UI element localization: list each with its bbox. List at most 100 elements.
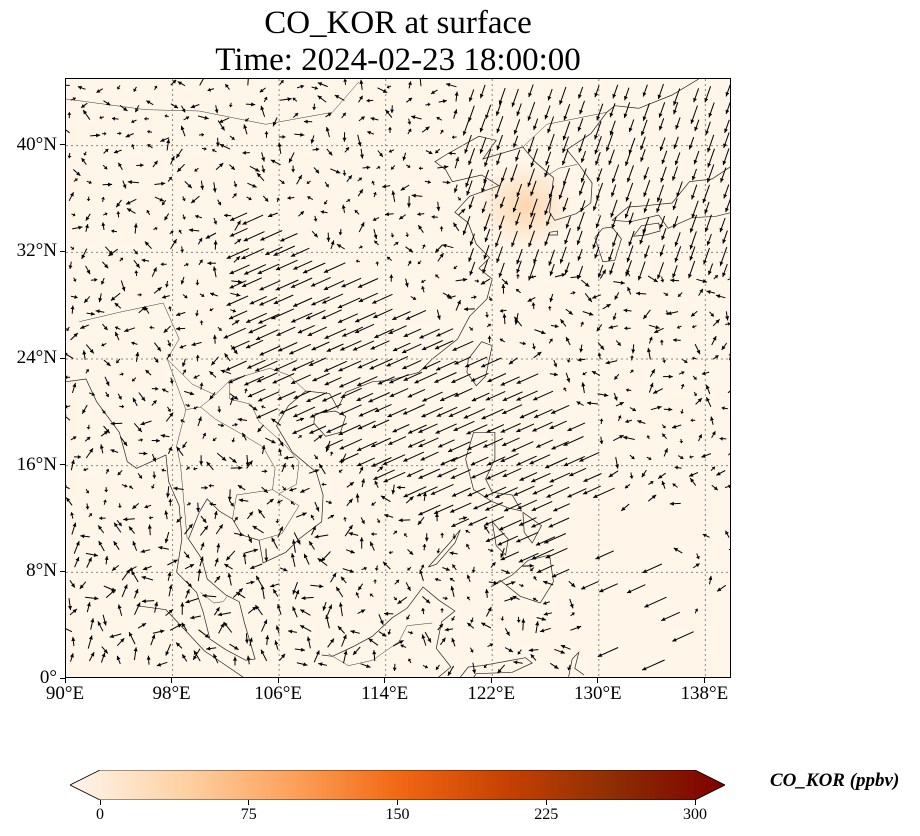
- colorbar-tick-label: 225: [534, 806, 559, 823]
- wind-arrow-head: [623, 435, 628, 440]
- wind-arrow-head: [660, 279, 665, 283]
- wind-arrow-head: [282, 487, 286, 491]
- wind-arrow-head: [134, 588, 139, 594]
- wind-arrow-head: [447, 671, 452, 676]
- wind-arrow-head: [579, 457, 584, 462]
- wind-arrow-head: [594, 149, 599, 155]
- colorbar-label: CO_KOR (ppbv): [770, 770, 900, 791]
- wind-arrow-head: [388, 441, 393, 445]
- wind-arrow-head: [214, 109, 219, 114]
- wind-arrow-head: [483, 443, 488, 448]
- halmahera-coastline: [568, 651, 585, 677]
- wind-arrow-head: [182, 198, 186, 201]
- wind-arrow-head: [134, 250, 138, 255]
- wind-arrow-head: [674, 465, 678, 470]
- wind-arrow-head: [658, 125, 663, 131]
- wind-arrow-head: [499, 338, 504, 342]
- wind-arrow-head: [292, 430, 297, 434]
- wind-arrow-head: [693, 376, 697, 380]
- wind-arrow-head: [387, 413, 392, 418]
- wind-arrow-head: [144, 306, 149, 311]
- wind-arrow-shaft: [434, 372, 457, 383]
- wind-arrow-head: [265, 635, 270, 640]
- wind-arrow-head: [703, 260, 707, 265]
- wind-arrow-head: [149, 325, 153, 330]
- wind-arrow-head: [166, 493, 170, 498]
- wind-arrow-head: [252, 525, 258, 530]
- wind-arrow-head: [627, 177, 631, 183]
- wind-arrow-head: [416, 492, 422, 497]
- wind-arrow-head: [249, 637, 253, 642]
- wind-arrow-head: [74, 178, 78, 182]
- wind-arrow-head: [403, 457, 408, 462]
- kyushu-coastline: [594, 226, 622, 263]
- wind-arrow-head: [103, 430, 109, 435]
- hainan-coastline: [313, 410, 347, 437]
- wind-arrow-head: [462, 516, 468, 521]
- wind-arrow-head: [632, 407, 636, 412]
- wind-arrow-head: [248, 196, 252, 201]
- wind-arrow-head: [440, 461, 445, 466]
- wind-arrow-head: [438, 443, 443, 448]
- lon-tick-mark: [597, 678, 599, 683]
- wind-arrow-head: [133, 647, 138, 652]
- wind-arrow-head: [435, 430, 440, 434]
- wind-arrow-head: [482, 269, 487, 274]
- wind-arrow-head: [187, 583, 192, 588]
- wind-arrow-head: [293, 413, 298, 418]
- wind-arrow-head: [719, 261, 724, 266]
- wind-arrow-head: [465, 363, 470, 368]
- wind-arrow-head: [498, 225, 503, 230]
- wind-arrow-head: [156, 662, 162, 667]
- wind-arrow-head: [279, 526, 283, 531]
- wind-arrow-head: [168, 584, 173, 589]
- wind-arrow-head: [702, 533, 707, 538]
- wind-arrow-head: [533, 258, 537, 264]
- wind-arrow-head: [419, 166, 421, 171]
- wind-arrow-head: [276, 197, 280, 201]
- wind-arrow-head: [516, 380, 521, 384]
- wind-arrow-head: [516, 268, 521, 274]
- wind-arrow-head: [180, 249, 185, 253]
- wind-arrow-head: [674, 241, 679, 247]
- wind-arrow-head: [288, 629, 293, 634]
- wind-arrow-head: [648, 336, 653, 341]
- wind-arrow-head: [704, 227, 709, 232]
- wind-arrow-head: [581, 585, 586, 590]
- wind-arrow-head: [560, 650, 565, 654]
- wind-arrow-head: [243, 124, 248, 129]
- wind-arrow-head: [668, 374, 673, 379]
- wind-arrow-shaft: [641, 659, 665, 671]
- wind-arrow-head: [225, 84, 229, 88]
- wind-arrow-head: [236, 592, 241, 596]
- wind-arrow-head: [170, 230, 174, 234]
- wind-arrow-head: [341, 283, 346, 288]
- wind-arrow-head: [624, 326, 628, 331]
- wind-arrow-head: [594, 134, 598, 140]
- wind-arrow-head: [98, 297, 103, 303]
- wind-arrow-head: [427, 102, 431, 107]
- wind-arrow-head: [408, 248, 413, 253]
- wind-arrow-head: [300, 609, 305, 614]
- wind-arrow-head: [133, 88, 137, 92]
- wind-arrow-head: [88, 635, 93, 640]
- wind-arrow-head: [697, 398, 702, 403]
- wind-arrow-head: [211, 361, 216, 366]
- wind-arrow-head: [689, 228, 694, 233]
- wind-arrow-head: [408, 429, 413, 434]
- wind-arrow-head: [372, 217, 377, 221]
- wind-arrow-head: [185, 554, 190, 559]
- wind-arrow-head: [517, 505, 522, 510]
- wind-arrow-head: [407, 567, 411, 571]
- wind-arrow-head: [341, 204, 346, 209]
- honshu-coastline: [611, 166, 730, 229]
- wind-arrow-head: [694, 608, 699, 612]
- borneo-coastline: [321, 586, 456, 677]
- wind-arrow-head: [421, 286, 425, 290]
- wind-arrow-head: [570, 582, 576, 588]
- wind-arrow-head: [465, 182, 470, 188]
- wind-arrow-head: [680, 455, 684, 459]
- wind-arrow-head: [597, 352, 602, 357]
- wind-arrow-head: [527, 148, 532, 153]
- wind-arrow-head: [212, 437, 216, 441]
